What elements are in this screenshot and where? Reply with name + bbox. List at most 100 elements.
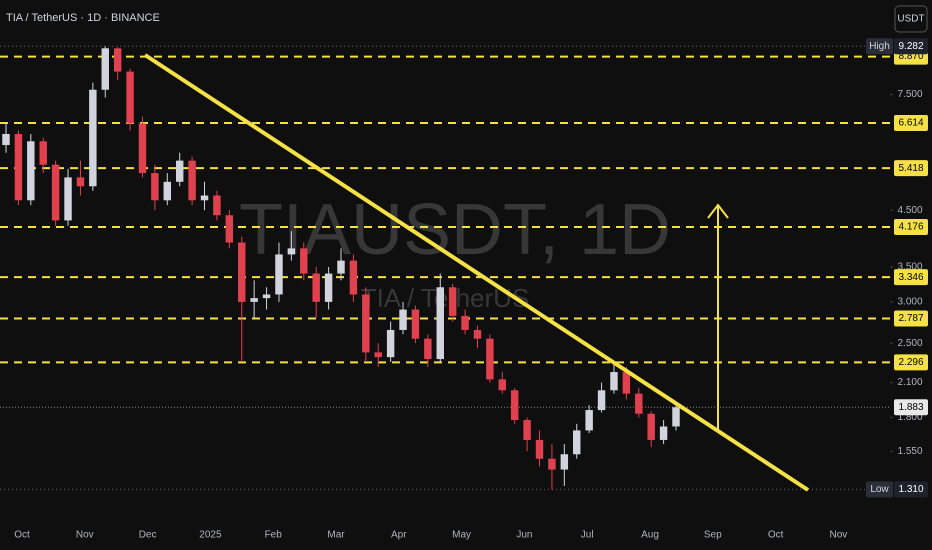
candle-body [101, 48, 109, 90]
candle-body [213, 195, 221, 216]
high-value-box [894, 38, 928, 55]
key-level-label: 3.346 [898, 272, 923, 283]
y-tick-label: 7.500 [897, 89, 922, 100]
candle-body [362, 294, 370, 353]
candle-body [324, 273, 333, 302]
candle-body [14, 133, 23, 201]
candle-body [473, 329, 482, 339]
candle-body [188, 160, 196, 201]
high-name: High [869, 41, 890, 52]
key-level-label: 8.870 [898, 51, 923, 62]
key-level-label: 4.176 [898, 222, 923, 233]
x-tick-label: May [452, 530, 471, 541]
candle-body [250, 298, 258, 302]
x-tick-label: 2025 [199, 530, 222, 541]
candle-body [238, 242, 246, 302]
x-tick-label: Aug [641, 530, 659, 541]
candle-body [27, 141, 35, 201]
current-price-box [894, 399, 928, 416]
y-tick-label: 1.550 [897, 446, 922, 457]
candle-body [64, 177, 72, 221]
plot: 7.500 4.500 3.500 3.000 2.500 2.100 1.800 1.550… [0, 38, 928, 541]
key-level-label: 2.787 [898, 313, 923, 324]
key-level-box [894, 219, 928, 236]
candle-body [163, 181, 172, 201]
candle-body [89, 89, 97, 187]
candle-body [585, 410, 593, 431]
candle-body [225, 215, 234, 243]
y-tick-label: 2.500 [897, 338, 922, 349]
x-tick-label: Nov [76, 530, 94, 541]
low-name: Low [870, 484, 889, 495]
candle-body [126, 71, 134, 124]
candle-body [523, 420, 531, 440]
candle-body [200, 195, 209, 201]
candle-body [349, 260, 358, 295]
candle-body [548, 458, 556, 470]
x-tick-label: Mar [327, 530, 345, 541]
x-tick-label: Sep [704, 530, 722, 541]
candle-body [113, 48, 122, 72]
candle-body [374, 352, 382, 358]
x-tick-label: Oct [14, 530, 30, 541]
x-tick-label: Feb [265, 530, 283, 541]
candle-body [560, 454, 569, 470]
high-value: 9.282 [898, 41, 923, 52]
high-name-box [866, 38, 893, 55]
key-level-box [894, 310, 928, 327]
low-name-box [866, 481, 893, 498]
candle-body [262, 294, 271, 299]
x-tick-label: Jun [516, 530, 532, 541]
candle-body [610, 372, 618, 391]
currency-button[interactable] [894, 5, 928, 33]
candle-body [597, 390, 606, 411]
candle-body [498, 379, 507, 391]
y-tick-label: 3.000 [897, 297, 922, 308]
candle-body [76, 177, 85, 187]
candle-body [39, 141, 47, 165]
x-tick-label: Nov [830, 530, 848, 541]
candle-body [51, 164, 60, 221]
candle-body [486, 338, 494, 380]
y-tick-label: 3.500 [897, 262, 922, 273]
candle-body [436, 287, 444, 360]
candle-body [386, 329, 395, 358]
y-tick-label: 1.800 [897, 412, 922, 423]
watermark-sub: TIA / TetherUS [361, 283, 530, 313]
x-tick-label: Apr [391, 530, 407, 541]
key-level-label: 2.296 [898, 357, 923, 368]
y-tick-label: 2.100 [897, 377, 922, 388]
candle-body [337, 260, 345, 274]
candle-body [138, 123, 147, 174]
candle-body [461, 315, 469, 330]
candle-body [535, 439, 544, 459]
trend-line [143, 53, 810, 492]
candle-body [424, 338, 432, 360]
current-price-label: 1.883 [898, 402, 923, 413]
candle-body [411, 309, 420, 339]
currency-label[interactable]: USDT [897, 14, 924, 25]
key-level-box [894, 354, 928, 371]
x-tick-label: Jul [581, 530, 594, 541]
candle-body [2, 133, 10, 146]
candle-body [300, 248, 308, 274]
candle-body [312, 273, 320, 302]
candle-body [448, 287, 457, 316]
candle-body [573, 430, 581, 455]
candle-body [175, 160, 184, 182]
candle-body [647, 413, 655, 440]
chart-title: TIA / TetherUS · 1D · BINANCE [6, 12, 160, 24]
key-level-box [894, 269, 928, 286]
candle-body [659, 426, 668, 440]
candle-body [510, 390, 519, 421]
candle-body [635, 393, 643, 414]
key-level-box [894, 114, 928, 131]
key-level-label: 6.614 [898, 118, 923, 129]
candle-body [275, 254, 283, 295]
candle-body [622, 372, 631, 394]
key-level-label: 5.418 [898, 163, 923, 174]
candle-body [287, 248, 296, 255]
key-level-box [894, 160, 928, 177]
